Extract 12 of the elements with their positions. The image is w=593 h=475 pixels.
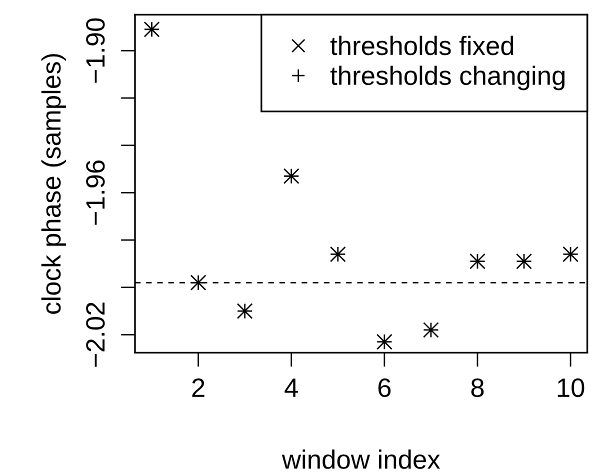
x-tick-label: 4 <box>284 378 298 397</box>
legend-label: thresholds fixed <box>330 36 514 56</box>
x-tick-label: 2 <box>192 378 204 397</box>
y-tick-label: −2.02 <box>86 302 105 367</box>
x-tick-label: 10 <box>558 378 584 398</box>
y-tick-label: −1.96 <box>86 160 105 225</box>
y-axis-title: clock phase (samples) <box>41 54 66 314</box>
x-tick-label: 8 <box>471 378 484 398</box>
legend-label: thresholds changing <box>330 66 565 90</box>
x-axis-title: window index <box>282 450 440 469</box>
y-tick-label: −1.90 <box>86 18 105 83</box>
x-tick-label: 6 <box>378 378 391 398</box>
